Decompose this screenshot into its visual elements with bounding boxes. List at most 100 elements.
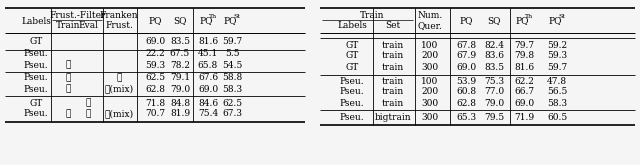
Text: Train: Train [360, 12, 385, 20]
Text: 59.7: 59.7 [547, 63, 567, 71]
Text: 83.5: 83.5 [170, 36, 190, 46]
Text: SQ: SQ [173, 16, 187, 26]
Text: 78.2: 78.2 [170, 61, 190, 69]
Text: Num.: Num. [417, 12, 443, 20]
Text: GT: GT [29, 36, 43, 46]
Text: ✓: ✓ [65, 84, 70, 94]
Text: 71.8: 71.8 [145, 99, 165, 108]
Text: Pseu.: Pseu. [340, 99, 364, 108]
Text: 53.9: 53.9 [456, 77, 476, 85]
Text: 83.6: 83.6 [484, 51, 504, 61]
Text: 82.4: 82.4 [484, 40, 504, 50]
Text: 45.1: 45.1 [198, 50, 218, 59]
Text: St: St [234, 15, 241, 19]
Text: Set: Set [385, 21, 401, 31]
Text: train: train [382, 51, 404, 61]
Text: Train: Train [56, 21, 80, 31]
Text: 47.8: 47.8 [547, 77, 567, 85]
Text: train: train [382, 77, 404, 85]
Text: Labels: Labels [337, 21, 367, 31]
Text: 79.1: 79.1 [170, 73, 190, 82]
Text: 79.7: 79.7 [514, 40, 534, 50]
Text: Pseu.: Pseu. [24, 84, 48, 94]
Text: 58.3: 58.3 [547, 99, 567, 108]
Text: Frust.-Filter: Frust.-Filter [50, 12, 106, 20]
Text: 77.0: 77.0 [484, 87, 504, 97]
Text: 81.9: 81.9 [170, 110, 190, 118]
Text: PQ: PQ [148, 16, 162, 26]
Text: Th: Th [525, 15, 533, 19]
Text: Quer.: Quer. [417, 21, 442, 31]
Text: 100: 100 [421, 77, 438, 85]
Text: 69.0: 69.0 [514, 99, 534, 108]
Text: train: train [382, 99, 404, 108]
Text: ✓: ✓ [65, 110, 70, 118]
Text: 79.8: 79.8 [514, 51, 534, 61]
Text: 84.8: 84.8 [170, 99, 190, 108]
Text: 59.3: 59.3 [547, 51, 567, 61]
Text: Franken: Franken [100, 12, 138, 20]
Text: 200: 200 [421, 87, 438, 97]
Text: train: train [382, 40, 404, 50]
Text: Pseu.: Pseu. [24, 61, 48, 69]
Text: 81.6: 81.6 [198, 36, 218, 46]
Text: Pseu.: Pseu. [340, 113, 364, 121]
Text: 69.0: 69.0 [145, 36, 165, 46]
Text: GT: GT [29, 99, 43, 108]
Text: 84.6: 84.6 [198, 99, 218, 108]
Text: PQ: PQ [199, 16, 212, 26]
Text: 62.8: 62.8 [145, 84, 165, 94]
Text: 65.8: 65.8 [198, 61, 218, 69]
Text: 69.0: 69.0 [198, 84, 218, 94]
Text: 67.6: 67.6 [198, 73, 218, 82]
Text: 81.6: 81.6 [514, 63, 534, 71]
Text: 60.5: 60.5 [547, 113, 567, 121]
Text: bigtrain: bigtrain [374, 113, 412, 121]
Text: ✓(mix): ✓(mix) [104, 110, 134, 118]
Text: 60.8: 60.8 [456, 87, 476, 97]
Text: 300: 300 [421, 63, 438, 71]
Text: ✓: ✓ [65, 61, 70, 69]
Text: 200: 200 [421, 51, 438, 61]
Text: 58.8: 58.8 [222, 73, 242, 82]
Text: Th: Th [209, 15, 217, 19]
Text: PQ: PQ [223, 16, 237, 26]
Text: 67.9: 67.9 [456, 51, 476, 61]
Text: ✓(mix): ✓(mix) [104, 84, 134, 94]
Text: Labels: Labels [21, 16, 51, 26]
Text: Pseu.: Pseu. [24, 50, 48, 59]
Text: 79.0: 79.0 [170, 84, 190, 94]
Text: 75.4: 75.4 [198, 110, 218, 118]
Text: 62.5: 62.5 [222, 99, 242, 108]
Text: 62.8: 62.8 [456, 99, 476, 108]
Text: 67.3: 67.3 [222, 110, 242, 118]
Text: 54.5: 54.5 [222, 61, 242, 69]
Text: 70.7: 70.7 [145, 110, 165, 118]
Text: 59.7: 59.7 [222, 36, 242, 46]
Text: 22.2: 22.2 [145, 50, 165, 59]
Text: 300: 300 [421, 99, 438, 108]
Text: 5.5: 5.5 [225, 50, 239, 59]
Text: GT: GT [346, 40, 358, 50]
Text: 66.7: 66.7 [514, 87, 534, 97]
Text: 83.5: 83.5 [484, 63, 504, 71]
Text: 71.9: 71.9 [514, 113, 534, 121]
Text: 67.5: 67.5 [170, 50, 190, 59]
Text: 58.3: 58.3 [222, 84, 242, 94]
Text: 75.3: 75.3 [484, 77, 504, 85]
Text: train: train [382, 87, 404, 97]
Text: 79.5: 79.5 [484, 113, 504, 121]
Text: ✓: ✓ [85, 99, 91, 108]
Text: Eval: Eval [78, 21, 98, 31]
Text: 69.0: 69.0 [456, 63, 476, 71]
Text: GT: GT [346, 51, 358, 61]
Text: 300: 300 [421, 113, 438, 121]
Text: PQ: PQ [515, 16, 529, 26]
Text: 56.5: 56.5 [547, 87, 567, 97]
Text: 62.2: 62.2 [514, 77, 534, 85]
Text: Pseu.: Pseu. [340, 77, 364, 85]
Text: Frust.: Frust. [105, 21, 133, 31]
Text: PQ: PQ [548, 16, 562, 26]
Text: GT: GT [346, 63, 358, 71]
Text: PQ: PQ [460, 16, 473, 26]
